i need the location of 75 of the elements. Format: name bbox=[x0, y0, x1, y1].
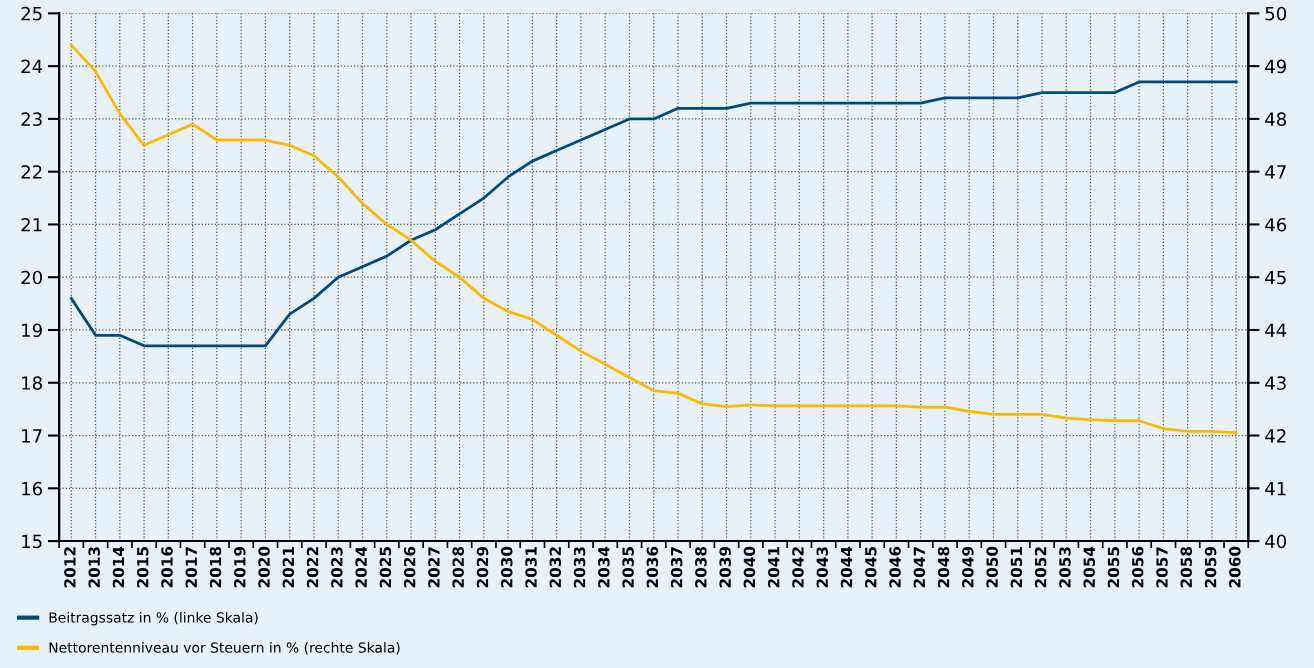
x-tick-label: 2012 bbox=[64, 547, 76, 588]
x-tick-label: 2040 bbox=[743, 546, 756, 588]
x-tick-label: 2030 bbox=[500, 546, 513, 588]
x-tick-label: 2042 bbox=[792, 547, 804, 588]
x-tick-label: 2050 bbox=[986, 546, 998, 588]
x-tick-label: 2057 bbox=[1156, 547, 1168, 588]
x-tick-label: 2029 bbox=[476, 546, 489, 588]
x-tick-label: 2048 bbox=[937, 546, 950, 588]
y2-tick-label: 42 bbox=[1265, 429, 1286, 443]
y2-tick-label: 47 bbox=[1265, 165, 1286, 179]
y-tick-label: 21 bbox=[21, 217, 42, 232]
x-tick-label: 2046 bbox=[889, 546, 901, 588]
y-tick-label: 18 bbox=[22, 376, 42, 390]
x-tick-label: 2059 bbox=[1204, 546, 1217, 588]
x-tick-label: 2021 bbox=[282, 546, 295, 588]
x-tick-label: 2014 bbox=[112, 546, 125, 588]
x-tick-label: 2043 bbox=[816, 547, 829, 588]
y2-tick-label: 40 bbox=[1265, 534, 1287, 549]
x-tick-label: 2060 bbox=[1229, 546, 1241, 588]
y-tick-label: 17 bbox=[22, 429, 42, 443]
x-tick-label: 2018 bbox=[209, 546, 222, 588]
y-tick-label: 22 bbox=[21, 165, 42, 179]
x-tick-label: 2028 bbox=[452, 546, 464, 588]
y2-tick-label: 43 bbox=[1265, 376, 1286, 390]
y2-tick-label: 41 bbox=[1265, 482, 1286, 496]
y2-tick-label: 48 bbox=[1265, 112, 1287, 127]
x-tick-label: 2056 bbox=[1131, 546, 1144, 588]
x-tick-label: 2054 bbox=[1083, 546, 1095, 588]
x-tick-label: 2052 bbox=[1034, 547, 1047, 588]
y2-tick-label: 49 bbox=[1265, 59, 1286, 74]
x-tick-label: 2020 bbox=[258, 546, 270, 588]
y-tick-label: 23 bbox=[21, 112, 42, 127]
x-tick-label: 2032 bbox=[549, 547, 562, 588]
line-series bbox=[69, 43, 1238, 435]
x-tick-label: 2033 bbox=[573, 547, 586, 588]
x-tick-label: 2035 bbox=[622, 547, 634, 588]
x-tick-label: 2055 bbox=[1107, 547, 1120, 588]
x-tick-label: 2025 bbox=[379, 547, 392, 588]
x-tick-label: 2023 bbox=[331, 547, 343, 588]
x-tick-label: 2024 bbox=[355, 546, 367, 588]
y-tick-label: 19 bbox=[22, 323, 42, 338]
x-tick-label: 2058 bbox=[1180, 546, 1193, 588]
legend-label: Beitragssatz in % (linke Skala) bbox=[49, 611, 258, 626]
x-tick-label: 2037 bbox=[670, 547, 683, 588]
x-tick-label: 2016 bbox=[161, 546, 173, 588]
x-tick-label: 2017 bbox=[185, 547, 198, 588]
x-tick-label: 2041 bbox=[767, 546, 780, 588]
x-tick-label: 2027 bbox=[428, 547, 440, 588]
x-tick-label: 2015 bbox=[136, 547, 149, 588]
x-tick-label: 2034 bbox=[598, 546, 610, 588]
x-tick-label: 2047 bbox=[913, 547, 926, 588]
x-tick-label: 2031 bbox=[525, 546, 537, 588]
y-tick-label: 24 bbox=[21, 59, 43, 73]
x-tick-label: 2026 bbox=[403, 546, 416, 588]
x-tick-label: 2036 bbox=[646, 546, 659, 588]
y2-tick-label: 44 bbox=[1265, 323, 1287, 337]
y-tick-label: 15 bbox=[22, 534, 42, 549]
x-tick-label: 2022 bbox=[306, 547, 319, 588]
y-tick-label: 20 bbox=[21, 270, 42, 285]
x-tick-label: 2038 bbox=[695, 546, 707, 588]
y2-tick-label: 45 bbox=[1265, 270, 1286, 285]
x-tick-label: 2053 bbox=[1059, 547, 1071, 588]
y-tick-label: 25 bbox=[21, 6, 42, 21]
x-tick-label: 2045 bbox=[865, 547, 877, 588]
legend-label: Nettorentenniveau vor Steuern in % (rechte Skala) bbox=[49, 642, 400, 655]
x-tick-label: 2049 bbox=[962, 546, 974, 588]
x-tick-label: 2044 bbox=[840, 546, 853, 588]
y2-tick-label: 46 bbox=[1265, 217, 1287, 232]
y2-tick-label: 50 bbox=[1265, 6, 1287, 21]
x-tick-label: 2039 bbox=[719, 546, 731, 588]
y-tick-label: 16 bbox=[22, 481, 43, 496]
x-tick-label: 2019 bbox=[234, 546, 246, 588]
line-series bbox=[69, 80, 1238, 348]
x-tick-label: 2051 bbox=[1010, 546, 1023, 588]
x-tick-label: 2013 bbox=[88, 547, 100, 588]
